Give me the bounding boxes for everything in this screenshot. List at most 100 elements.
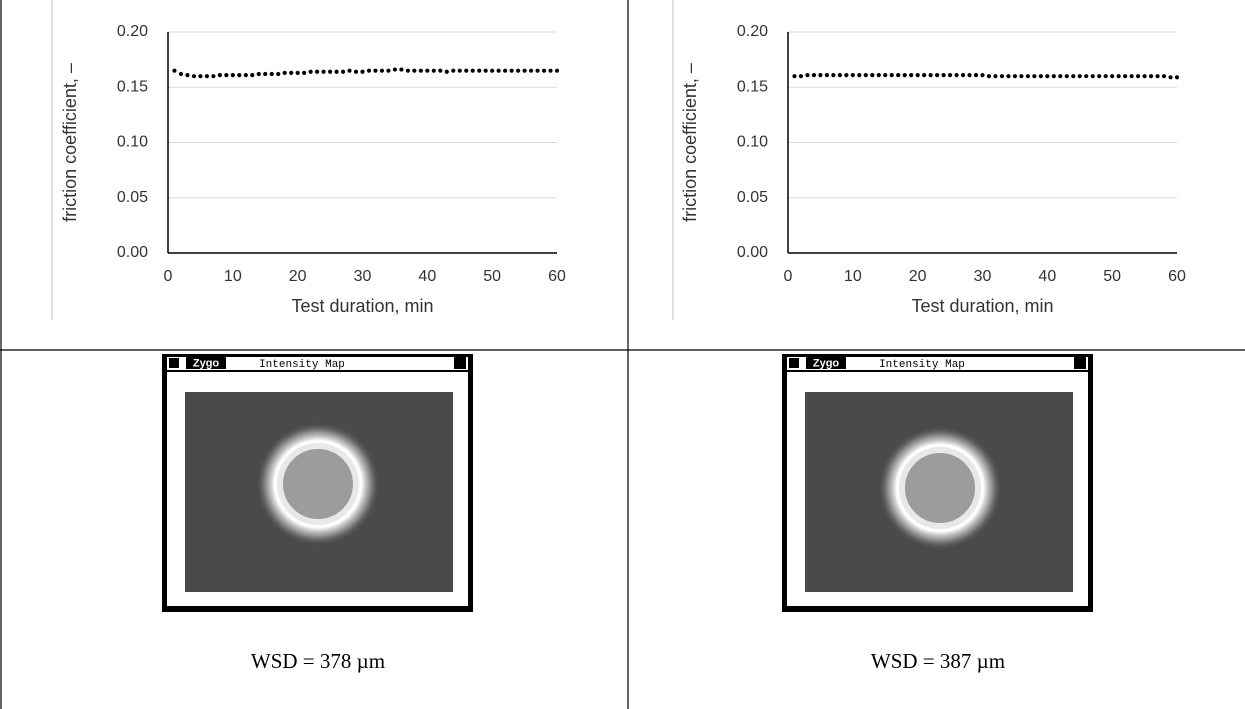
data-point (263, 71, 268, 77)
window-title: Intensity Map (259, 359, 345, 371)
x-axis-title: Test duration, min (911, 296, 1053, 316)
data-point (1168, 75, 1173, 80)
data-point (1019, 74, 1024, 79)
x-tick-label: 30 (974, 268, 992, 285)
data-point (464, 68, 469, 73)
data-point (1123, 74, 1128, 79)
data-point (818, 72, 823, 78)
logo: Zygo (813, 357, 840, 369)
x-tick-label: 20 (289, 268, 307, 285)
data-point (490, 68, 495, 73)
data-point (315, 69, 320, 74)
data-point (522, 68, 527, 73)
data-point (928, 72, 933, 78)
data-point (509, 68, 514, 73)
data-point (967, 72, 972, 78)
data-point (1129, 74, 1134, 79)
data-point (883, 72, 888, 78)
data-point (805, 72, 810, 78)
caption: WSD = 387 µm (871, 649, 1005, 673)
data-point (993, 74, 998, 79)
data-point (503, 68, 508, 73)
data-point (1116, 74, 1121, 79)
data-point (1161, 74, 1167, 79)
logo-box (806, 357, 846, 369)
data-point (935, 72, 940, 78)
y-tick-label: 0.05 (737, 189, 768, 206)
x-tick-label: 10 (224, 268, 242, 285)
x-tick-label: 10 (844, 268, 862, 285)
data-point (541, 68, 547, 73)
data-point (360, 69, 365, 74)
data-point (185, 72, 190, 78)
data-point (425, 68, 430, 73)
y-tick-label: 0.15 (117, 78, 148, 95)
x-tick-label: 0 (784, 268, 793, 285)
data-point (457, 68, 462, 73)
data-point (470, 68, 475, 73)
data-point (837, 72, 842, 78)
data-point (902, 72, 907, 78)
x-tick-label: 40 (418, 268, 436, 285)
data-point (224, 72, 229, 78)
data-point (269, 71, 274, 77)
data-point (798, 74, 804, 79)
data-point (824, 72, 830, 78)
data-point (230, 72, 235, 78)
data-point (863, 72, 868, 78)
data-point (857, 72, 862, 78)
x-tick-label: 60 (1168, 268, 1186, 285)
data-point (1084, 74, 1089, 79)
y-axis-title: friction coefficient, – (680, 63, 700, 222)
y-tick-label: 0.20 (117, 23, 148, 40)
data-point (302, 70, 307, 75)
data-point (792, 74, 797, 79)
data-point (1051, 74, 1056, 79)
data-point (909, 72, 914, 78)
title-bar (167, 357, 468, 370)
data-point (1071, 74, 1076, 79)
data-point (876, 72, 881, 78)
x-tick-label: 50 (483, 268, 501, 285)
data-point (528, 68, 534, 73)
data-point (211, 74, 216, 79)
data-point (347, 68, 352, 73)
data-point (1142, 74, 1147, 79)
y-tick-label: 0.10 (117, 134, 148, 151)
data-point (889, 72, 894, 78)
wear-scar (277, 443, 359, 525)
data-point (451, 68, 456, 73)
data-point (870, 72, 875, 78)
data-point (1097, 74, 1102, 79)
data-point (922, 72, 927, 78)
data-point (811, 72, 817, 78)
data-point (844, 72, 849, 78)
data-point (941, 72, 946, 78)
x-tick-label: 20 (909, 268, 927, 285)
resize-icon (454, 357, 466, 369)
data-point (172, 68, 177, 73)
data-point (986, 74, 992, 79)
data-point (295, 70, 300, 75)
y-tick-label: 0.10 (737, 134, 768, 151)
data-point (973, 72, 979, 78)
data-point (276, 71, 281, 77)
data-point (399, 67, 404, 72)
data-point (483, 68, 488, 73)
data-point (1155, 74, 1160, 79)
data-point (1038, 74, 1043, 79)
data-point (308, 69, 313, 74)
data-point (217, 72, 222, 78)
data-point (947, 72, 953, 78)
data-point (373, 68, 378, 73)
y-tick-label: 0.20 (737, 23, 768, 40)
data-point (535, 68, 540, 73)
data-point (392, 67, 398, 72)
x-tick-label: 0 (164, 268, 173, 285)
data-point (334, 69, 339, 74)
data-point (477, 68, 482, 73)
data-point (1136, 74, 1141, 79)
data-point (1110, 74, 1115, 79)
